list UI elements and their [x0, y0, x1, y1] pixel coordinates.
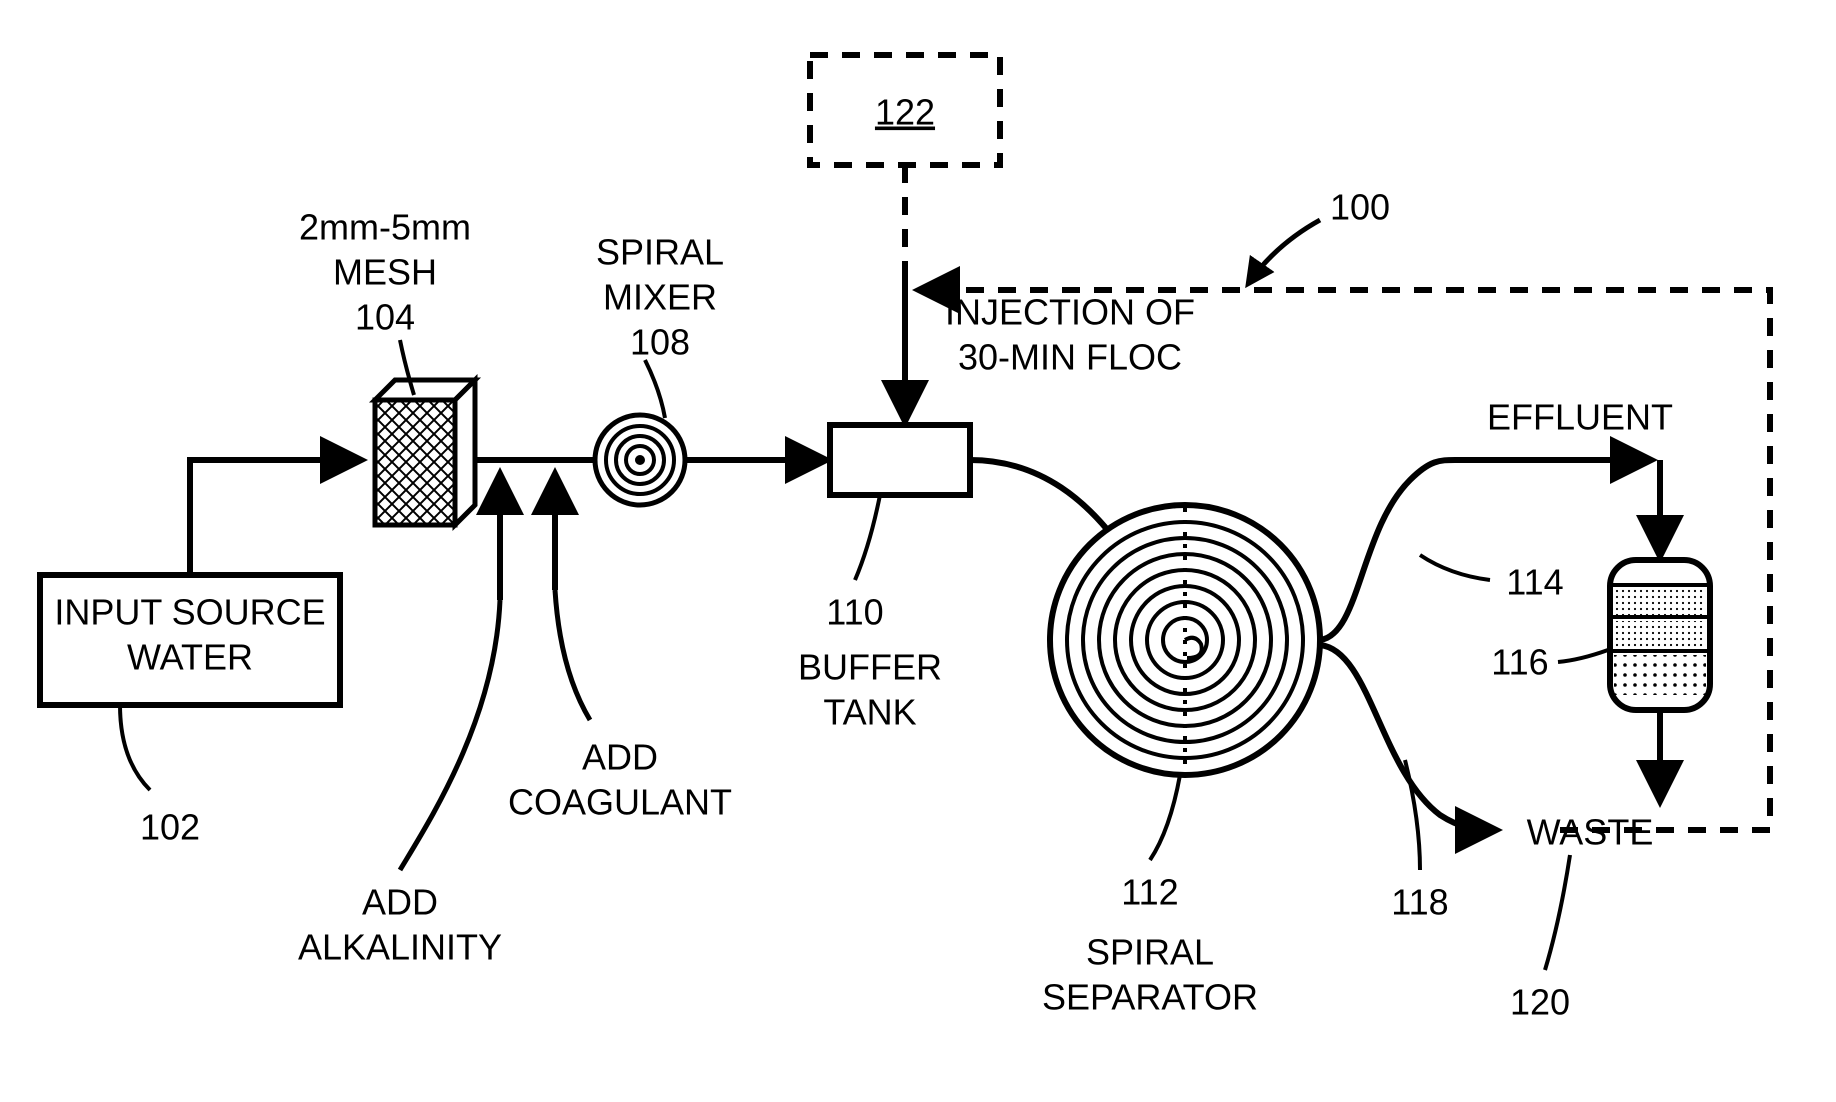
ref-120: 120: [1510, 982, 1570, 1023]
buffer-label-l1: BUFFER: [798, 647, 942, 688]
mixer-label-l2: MIXER: [603, 277, 717, 318]
effluent-label: EFFLUENT: [1487, 397, 1673, 438]
spiral-mixer: [595, 415, 685, 505]
separator-label-l1: SPIRAL: [1086, 932, 1214, 973]
mesh-label-l1: 2mm-5mm: [299, 207, 471, 248]
separator-label-l2: SEPARATOR: [1042, 977, 1258, 1018]
ref-122: 122: [875, 92, 935, 133]
floc-label-l1: INJECTION OF: [945, 292, 1195, 333]
mesh-screen: [375, 380, 475, 525]
ref-116: 116: [1491, 642, 1548, 683]
leadline-coagulant: [555, 590, 590, 720]
leadline-114: [1420, 555, 1490, 580]
mesh-label-l2: MESH: [333, 252, 437, 293]
input-source-box: INPUT SOURCE WATER: [40, 575, 340, 705]
waste-label: WASTE: [1527, 812, 1654, 853]
ref-102: 102: [140, 807, 200, 848]
ref-104: 104: [355, 297, 415, 338]
leadline-112: [1150, 775, 1180, 860]
add-alkalinity-l1: ADD: [362, 882, 438, 923]
leadline-120: [1545, 855, 1570, 970]
leadline-108: [645, 360, 665, 418]
add-alkalinity-l2: ALKALINITY: [298, 927, 502, 968]
ref-114: 114: [1506, 562, 1563, 603]
leadline-110: [855, 495, 880, 580]
waste-branch: [1320, 645, 1495, 830]
mixer-label-l1: SPIRAL: [596, 232, 724, 273]
process-diagram: INPUT SOURCE WATER 102 2mm-5mm MESH 104 …: [0, 0, 1836, 1102]
spiral-separator: [1050, 505, 1320, 775]
ref-100: 100: [1330, 187, 1390, 228]
effluent-branch-curve: [1320, 460, 1455, 640]
input-label-l2: WATER: [127, 637, 253, 678]
input-label-l1: INPUT SOURCE: [54, 592, 325, 633]
buffer-tank-box: [830, 425, 970, 495]
leadline-100: [1248, 220, 1320, 284]
buffer-label-l2: TANK: [823, 692, 916, 733]
add-coagulant-l2: COAGULANT: [508, 782, 732, 823]
leadline-102: [120, 705, 150, 790]
leadline-116: [1558, 650, 1608, 662]
leadline-alkalinity: [400, 600, 500, 870]
leadline-118: [1405, 760, 1420, 870]
flow-input-to-mesh: [190, 460, 360, 575]
ref-108: 108: [630, 322, 690, 363]
ref-110: 110: [826, 592, 883, 633]
floc-label-l2: 30-MIN FLOC: [958, 337, 1182, 378]
ref-118: 118: [1391, 882, 1448, 923]
ref-112: 112: [1121, 872, 1178, 913]
filter-vessel: [1610, 560, 1710, 710]
add-coagulant-l1: ADD: [582, 737, 658, 778]
